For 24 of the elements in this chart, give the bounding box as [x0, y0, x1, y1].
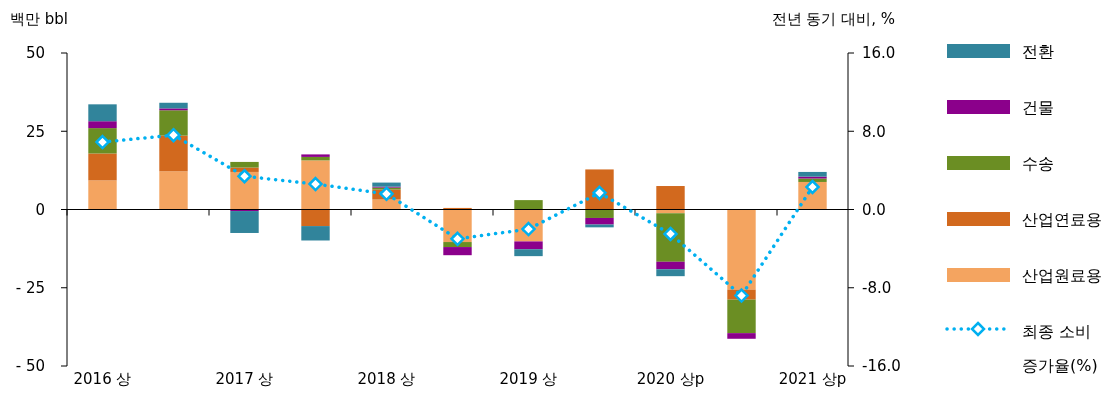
y2-tick-label: 8.0: [862, 122, 886, 141]
y2-tick-label: 0.0: [862, 200, 886, 219]
legend-label: 전환: [1022, 41, 1054, 61]
legend-label: 수송: [1022, 153, 1054, 173]
y2-tick-label: 16.0: [862, 44, 896, 63]
y2-tick-label: -8.0: [862, 279, 892, 297]
y-axis-title: 백만 bbl: [10, 10, 68, 28]
y-tick-label: 25: [25, 122, 45, 141]
x-tick-label: 2017 상: [215, 369, 274, 388]
legend-label: 최종 소비 증가율(%): [1022, 321, 1098, 375]
y-tick-label: 50: [25, 44, 45, 63]
legend-label: 산업연료용: [1022, 209, 1102, 229]
y2-tick-label: -16.0: [862, 357, 901, 376]
legend-label: 건물: [1022, 97, 1054, 117]
x-tick-label: 2021 상p: [778, 369, 847, 388]
y-tick-label: 0: [35, 200, 45, 219]
x-tick-label: 2018 상: [357, 369, 416, 388]
legend-label: 산업원료용: [1022, 265, 1102, 285]
x-tick-label: 2016 상: [73, 369, 132, 388]
x-tick-label: 2020 상p: [636, 369, 705, 388]
y2-axis-title: 전년 동기 대비, %: [771, 10, 895, 28]
y-tick-label: - 25: [15, 279, 45, 297]
y-tick-label: - 50: [15, 357, 45, 376]
x-tick-label: 2019 상: [499, 369, 558, 388]
